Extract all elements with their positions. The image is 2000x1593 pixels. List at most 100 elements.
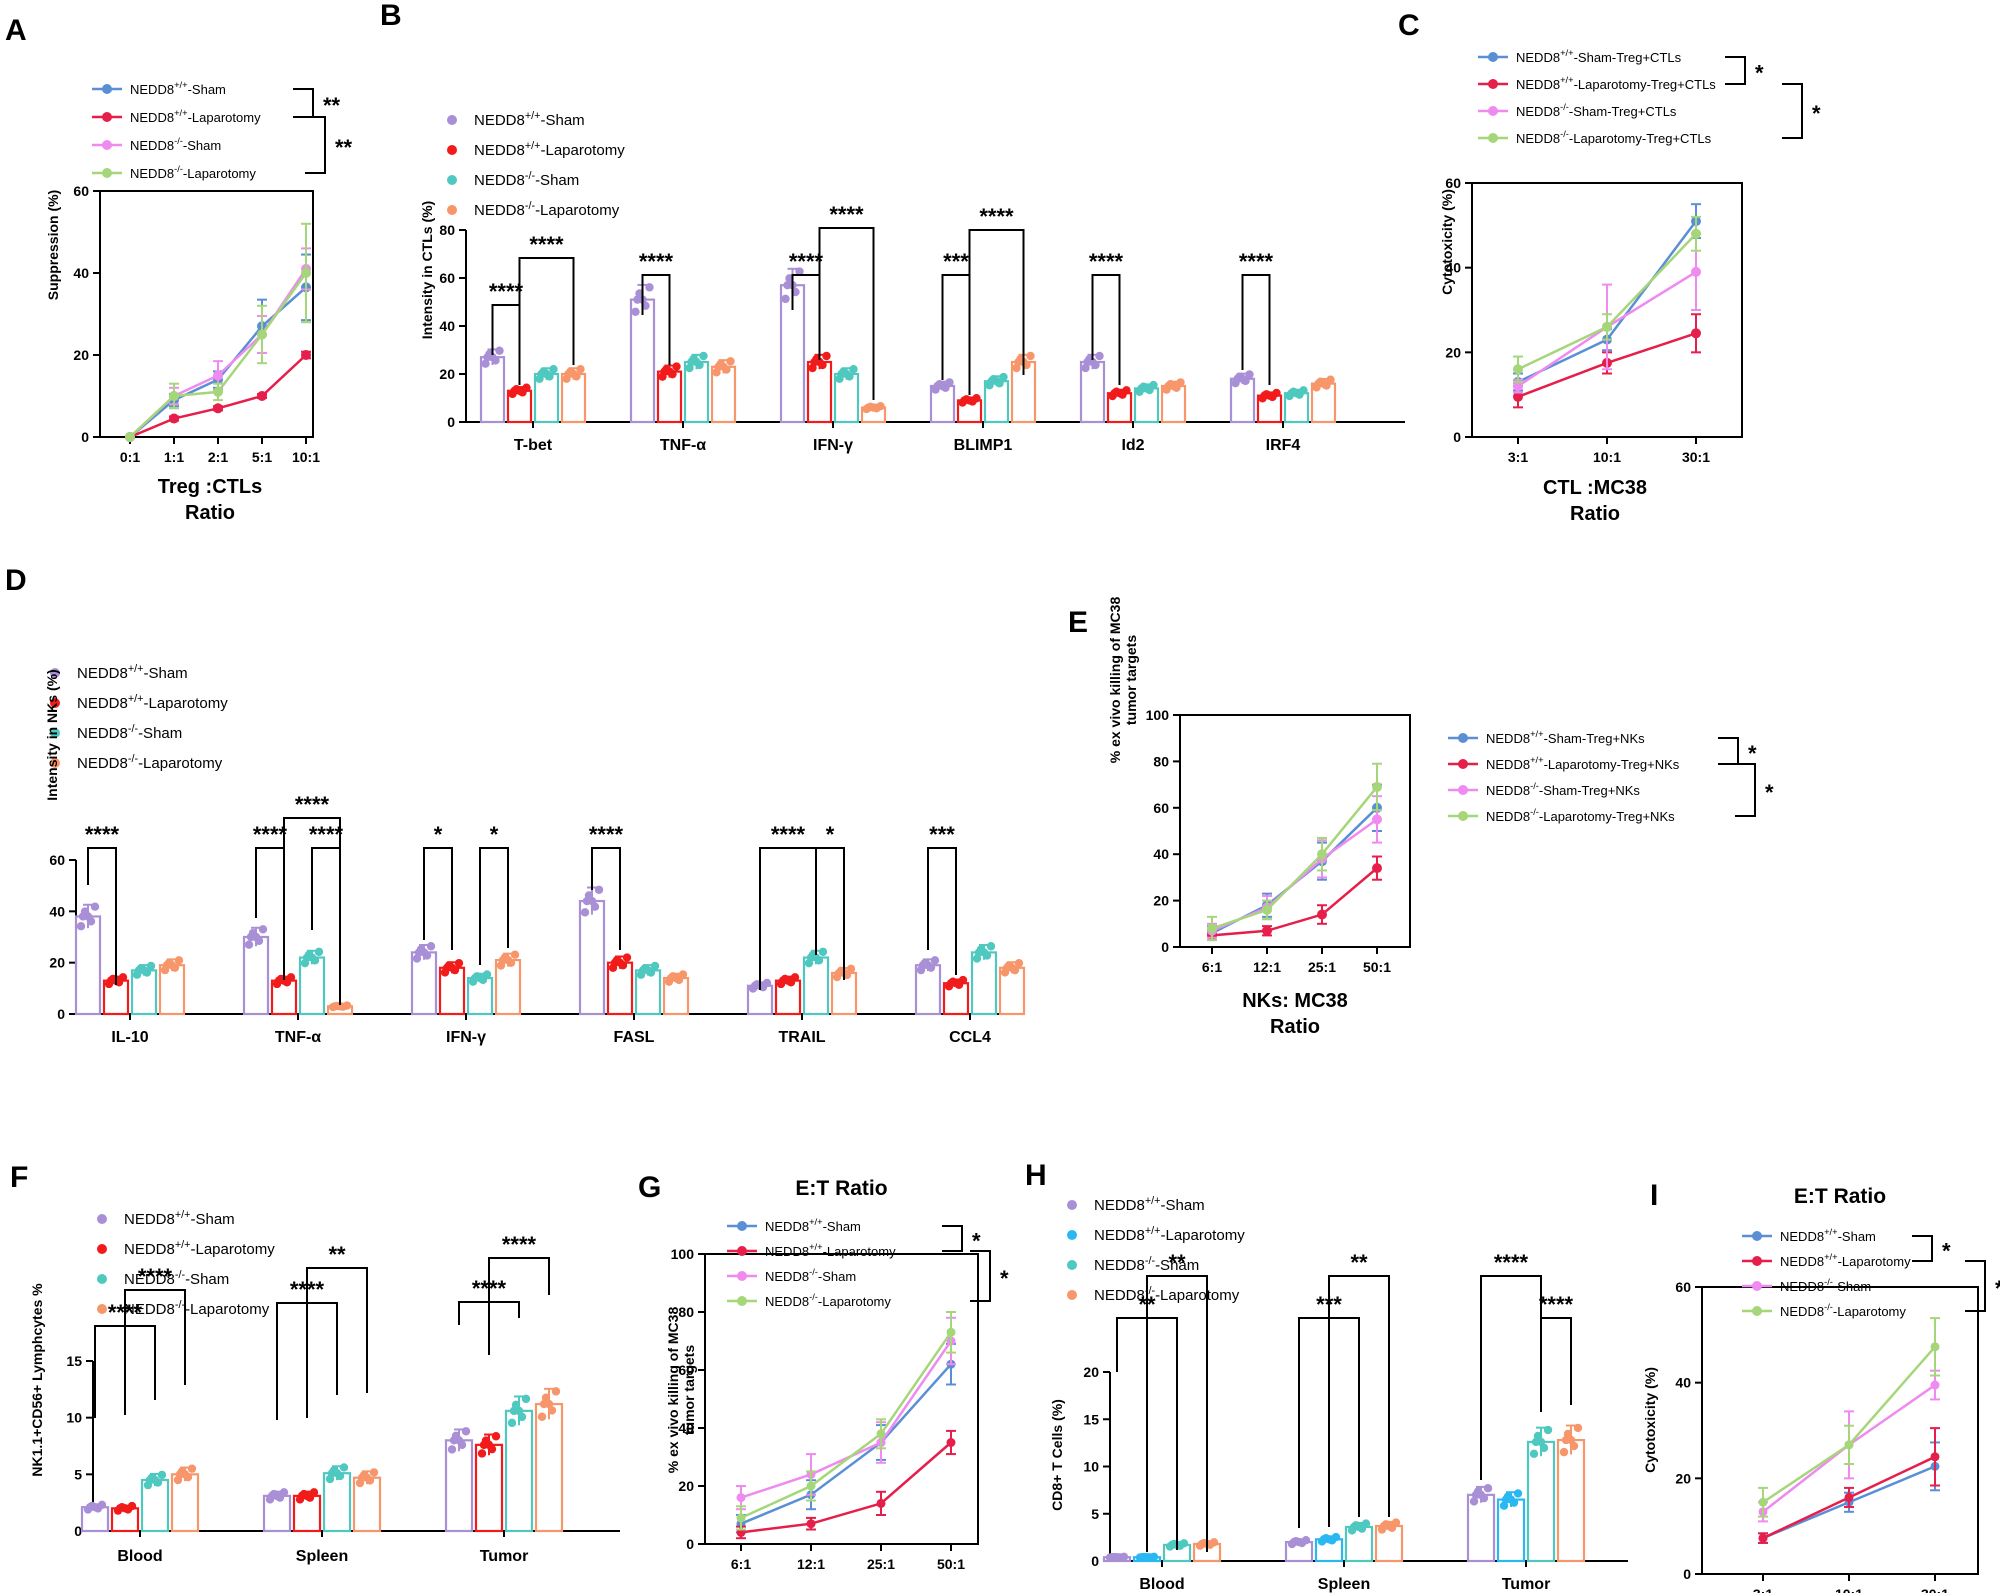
h-y-tick-label: 0 bbox=[1091, 1553, 1099, 1569]
g-y-tick-label: 40 bbox=[678, 1420, 694, 1436]
c-legend-label: NEDD8-/--Sham-Treg+CTLs bbox=[1516, 102, 1677, 119]
d-replicate-dot bbox=[1010, 965, 1020, 975]
g-data-point bbox=[946, 1438, 956, 1447]
d-replicate-dot bbox=[622, 953, 632, 962]
b-legend-marker bbox=[447, 175, 457, 185]
f-replicate-dot bbox=[537, 1412, 547, 1421]
i-legend-marker bbox=[1752, 1256, 1762, 1266]
d-bar bbox=[74, 915, 102, 1016]
d-replicate-dot bbox=[274, 976, 284, 985]
e-y-tick-label: 20 bbox=[1153, 893, 1169, 909]
h-replicate-dot bbox=[1543, 1425, 1553, 1435]
f-replicate-dot bbox=[297, 1491, 307, 1501]
g-legend-marker bbox=[737, 1271, 747, 1281]
g-chart-title: E:T Ratio bbox=[795, 1177, 887, 1200]
e-data-point bbox=[1262, 904, 1272, 915]
panel-label-f: F bbox=[10, 1161, 28, 1194]
h-replicate-dot bbox=[1379, 1521, 1389, 1531]
g-y-axis-label: tumor targets bbox=[681, 1345, 697, 1435]
d-bar bbox=[438, 966, 466, 1016]
d-replicate-dot bbox=[246, 932, 256, 942]
h-bar bbox=[1466, 1493, 1496, 1563]
b-replicate-dot bbox=[876, 401, 885, 411]
d-replicate-dot bbox=[594, 885, 604, 894]
d-sig-bracket bbox=[591, 847, 621, 950]
f-replicate-dot bbox=[339, 1463, 349, 1472]
c-y-tick-label: 60 bbox=[1445, 175, 1461, 191]
b-replicate-dot bbox=[845, 372, 854, 381]
i-sig-bracket bbox=[1965, 1260, 1986, 1312]
f-replicate-dot bbox=[97, 1500, 107, 1510]
a-x-tick-label: 10:1 bbox=[292, 449, 320, 465]
f-replicate-dot bbox=[447, 1445, 457, 1454]
c-legend-label: NEDD8+/+-Laparotomy-Treg+CTLs bbox=[1516, 75, 1716, 92]
h-replicate-dot bbox=[1531, 1437, 1541, 1447]
b-replicate-dot bbox=[1149, 380, 1158, 390]
h-replicate-dot bbox=[1483, 1484, 1493, 1493]
i-legend-label: NEDD8-/--Laparotomy bbox=[1780, 1302, 1906, 1319]
e-legend-marker bbox=[1458, 811, 1468, 821]
b-replicate-dot bbox=[660, 367, 669, 376]
a-data-point bbox=[169, 391, 179, 401]
f-replicate-dot bbox=[449, 1436, 459, 1445]
b-replicate-dot bbox=[1164, 381, 1173, 391]
g-y-tick-label: 60 bbox=[678, 1362, 694, 1378]
f-replicate-dot bbox=[507, 1418, 517, 1428]
g-legend-label: NEDD8-/--Laparotomy bbox=[765, 1292, 891, 1309]
b-replicate-dot bbox=[1326, 375, 1335, 384]
d-replicate-dot bbox=[170, 963, 180, 972]
d-replicate-dot bbox=[762, 978, 772, 988]
d-sig-stars: *** bbox=[929, 822, 955, 847]
d-replicate-dot bbox=[986, 942, 996, 951]
i-data-point bbox=[1930, 1342, 1940, 1352]
c-x-tick-label: 3:1 bbox=[1508, 449, 1528, 465]
f-replicate-dot bbox=[175, 1470, 185, 1479]
g-series-line bbox=[740, 1441, 952, 1534]
a-data-point bbox=[169, 413, 179, 424]
b-replicate-dot bbox=[1233, 374, 1242, 383]
d-replicate-dot bbox=[414, 948, 424, 957]
c-sig-bracket bbox=[1725, 56, 1746, 85]
b-replicate-dot bbox=[1299, 386, 1308, 395]
a-sig-bracket bbox=[293, 88, 314, 118]
b-replicate-dot bbox=[1095, 351, 1104, 361]
g-legend-marker bbox=[737, 1296, 747, 1306]
e-x-axis-label: NKs: MC38 bbox=[1242, 990, 1348, 1012]
d-replicate-dot bbox=[134, 966, 144, 975]
d-replicate-dot bbox=[974, 948, 984, 957]
b-sig-bracket bbox=[818, 227, 875, 400]
d-replicate-dot bbox=[1014, 958, 1024, 968]
d-replicate-dot bbox=[582, 896, 592, 906]
g-sig-bracket bbox=[970, 1250, 991, 1302]
d-replicate-dot bbox=[958, 975, 968, 985]
c-y-axis-label: Cytotoxicity (%) bbox=[1439, 189, 1455, 295]
a-y-tick-label: 60 bbox=[73, 183, 89, 199]
b-replicate-dot bbox=[995, 379, 1004, 388]
d-replicate-dot bbox=[926, 963, 936, 972]
e-y-axis-label: % ex vivo killing of MC38 bbox=[1107, 597, 1123, 764]
h-legend-marker bbox=[1067, 1200, 1077, 1210]
h-replicate-dot bbox=[1391, 1518, 1401, 1527]
a-sig-stars: ** bbox=[335, 135, 353, 160]
g-sig-stars: * bbox=[972, 1229, 981, 1254]
c-sig-stars: * bbox=[1812, 101, 1821, 126]
c-x-axis-label: Ratio bbox=[1570, 503, 1620, 525]
b-x-tick-label: Id2 bbox=[1121, 437, 1144, 454]
h-bar bbox=[1526, 1440, 1556, 1563]
b-replicate-dot bbox=[545, 372, 554, 381]
d-replicate-dot bbox=[314, 947, 324, 957]
h-x-tick-label: Spleen bbox=[1318, 1576, 1370, 1593]
e-data-point bbox=[1372, 863, 1382, 874]
b-replicate-dot bbox=[495, 346, 504, 355]
h-replicate-dot bbox=[1149, 1552, 1159, 1562]
d-replicate-dot bbox=[650, 961, 660, 971]
b-replicate-dot bbox=[564, 369, 573, 379]
e-data-point bbox=[1317, 909, 1327, 920]
e-y-tick-label: 100 bbox=[1146, 707, 1170, 723]
b-sig-stars: **** bbox=[829, 202, 864, 227]
b-x-tick-label: T-bet bbox=[514, 437, 553, 454]
panel-label-b: B bbox=[380, 0, 402, 32]
f-legend-marker bbox=[97, 1304, 107, 1314]
b-replicate-dot bbox=[1314, 379, 1323, 388]
h-replicate-dot bbox=[1319, 1535, 1329, 1544]
